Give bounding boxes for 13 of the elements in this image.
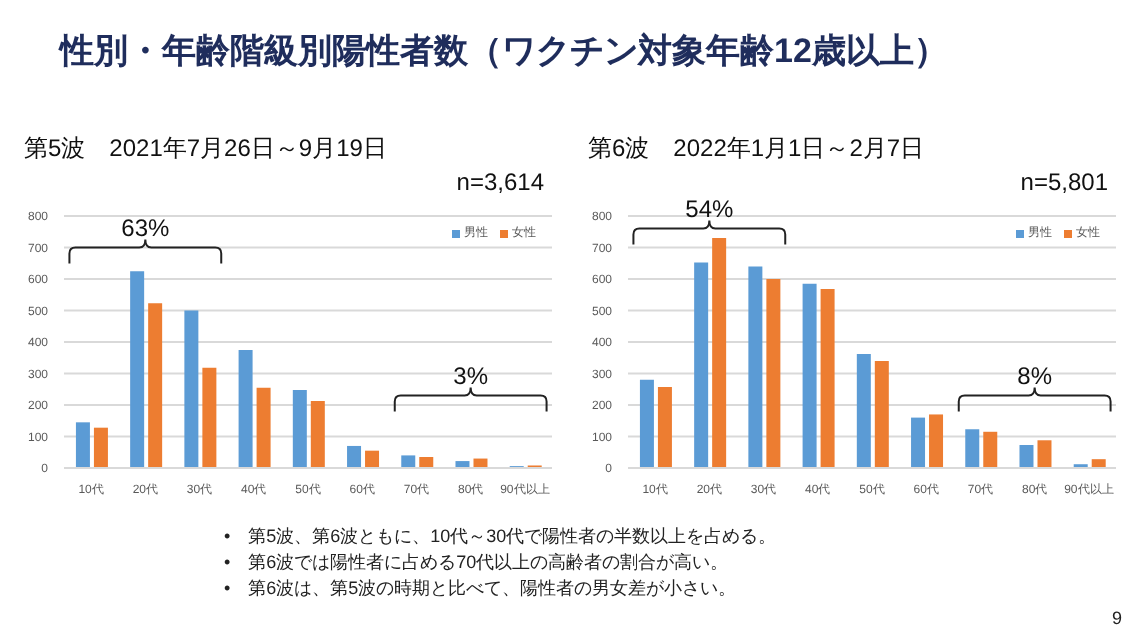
text: n=3,614 <box>456 168 544 196</box>
annotation: 63% <box>121 213 170 242</box>
text: 9 <box>1111 608 1122 628</box>
chart-title: 性別・年齢階級別陽性者数（ワクチン対象年齢12歳以上） <box>60 30 948 74</box>
chart-subtitle: 第6波 2022年1月1日～2月7日 <box>588 132 925 166</box>
annotation: 8% <box>1017 361 1053 390</box>
annotation: 54% <box>685 194 734 223</box>
annotation: 3% <box>453 361 489 390</box>
chart-subtitle: 第5波 2021年7月26日～9月19日 <box>24 132 387 166</box>
text: • 第6波では陽性者に占める70代以上の高齢者の割合が高い。 <box>224 550 731 576</box>
text: • 第5波、第6波ともに、10代～30代で陽性者の半数以上を占める。 <box>224 524 777 550</box>
text: n=5,801 <box>1020 168 1108 196</box>
text: • 第6波は、第5波の時期と比べて、陽性者の男女差が小さい。 <box>224 576 739 602</box>
